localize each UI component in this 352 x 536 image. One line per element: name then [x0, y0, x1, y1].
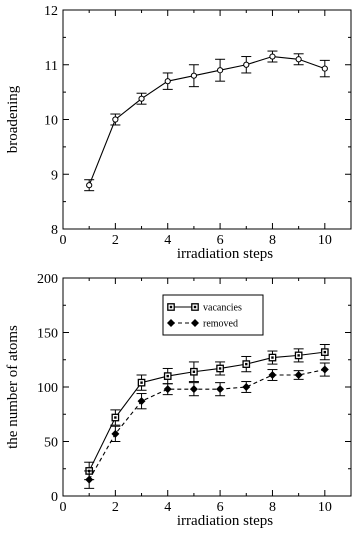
series-line: [88, 369, 325, 480]
x-tick-label: 8: [269, 500, 276, 515]
data-point: [163, 385, 172, 394]
x-tick-label: 4: [164, 233, 171, 248]
data-point: [190, 72, 198, 79]
legend-box: [162, 294, 264, 336]
y-tick-label: 150: [37, 327, 58, 342]
x-tick-label: 6: [217, 500, 224, 515]
legend: vacancies removed: [162, 294, 264, 336]
y-tick-label: 10: [44, 114, 58, 129]
y-tick-label: 8: [51, 223, 58, 238]
x-tick-label: 2: [112, 233, 119, 248]
data-point: [112, 116, 119, 123]
data-point: [243, 61, 250, 68]
legend-label-removed: removed: [203, 319, 238, 330]
data-point-dot: [271, 356, 274, 359]
data-point-dot: [140, 381, 143, 384]
data-point: [216, 67, 224, 74]
y-tick-label: 9: [51, 168, 58, 183]
y-axis-label: the number of atoms: [5, 325, 21, 449]
y-tick-label: 0: [51, 490, 58, 505]
x-tick-label: 10: [318, 233, 332, 248]
y-tick-label: 50: [44, 436, 58, 451]
legend-marker-dot: [193, 305, 197, 309]
data-point-dot: [114, 416, 117, 419]
x-tick-label: 0: [60, 500, 67, 515]
data-point-dot: [245, 362, 248, 366]
data-point: [164, 78, 171, 85]
data-point-dot: [166, 374, 169, 378]
series-vacancies: [84, 343, 330, 481]
x-tick-label: 6: [217, 233, 224, 248]
x-tick-label: 2: [112, 500, 119, 515]
data-point-dot: [218, 367, 222, 370]
plot-frame: [62, 9, 352, 230]
data-point: [86, 182, 93, 189]
series-line: [88, 55, 326, 186]
data-point: [242, 383, 251, 391]
x-axis-label: irradiation steps: [177, 513, 273, 529]
x-tick-label: 8: [269, 233, 276, 248]
data-point: [189, 385, 198, 394]
data-point: [268, 371, 277, 380]
x-axis-label: irradiation steps: [177, 246, 273, 262]
y-tick-label: 12: [44, 4, 58, 19]
legend-marker: [191, 319, 199, 327]
data-point: [137, 397, 146, 406]
y-tick-label: 100: [37, 381, 58, 396]
y-axis-label: broadening: [5, 85, 21, 153]
data-point: [294, 371, 303, 380]
legend-marker-dot: [169, 305, 173, 309]
data-point-dot: [323, 350, 327, 354]
y-tick-label: 200: [37, 272, 58, 287]
legend-label-vacancies: vacancies: [203, 303, 242, 314]
x-tick-label: 4: [164, 500, 171, 515]
series-removed: [84, 362, 330, 489]
data-point: [295, 56, 302, 63]
series-0: [84, 50, 330, 192]
y-tick-label: 11: [45, 59, 58, 74]
data-point: [85, 475, 94, 484]
legend-marker: [167, 319, 175, 327]
data-point: [321, 65, 328, 72]
data-point: [216, 385, 225, 394]
x-tick-label: 0: [60, 233, 67, 248]
data-point: [111, 429, 120, 438]
data-point-dot: [192, 370, 196, 373]
broadening-chart: 0 2 4 6 8 10 8 9 10 11 12 irradiation steps broadeni…: [5, 4, 352, 262]
data-point: [320, 365, 329, 374]
data-point-dot: [297, 354, 300, 357]
data-point: [138, 95, 145, 102]
data-point: [269, 53, 276, 60]
series-line: [88, 351, 325, 472]
x-tick-label: 10: [318, 500, 332, 515]
